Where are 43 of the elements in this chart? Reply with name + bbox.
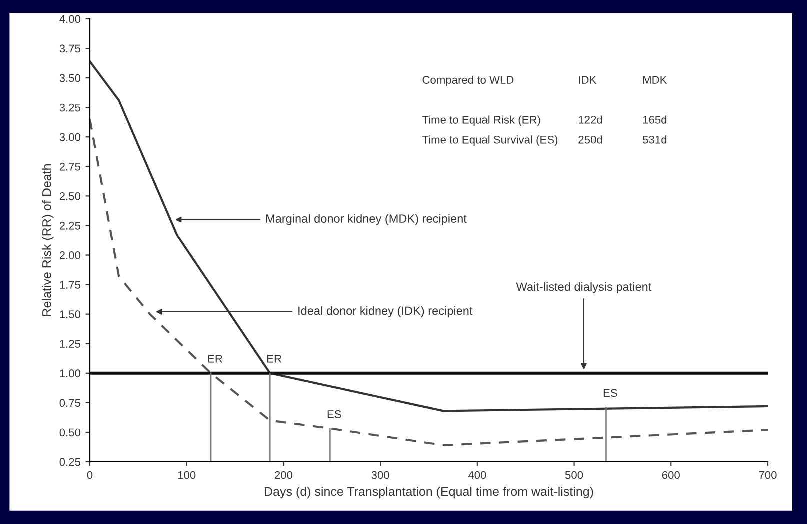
y-tick-label: 1.25 bbox=[60, 340, 81, 348]
x-tick-label: 300 bbox=[372, 471, 390, 480]
annotation: Wait-listed dialysis patient bbox=[516, 282, 652, 294]
x-tick-label: 500 bbox=[565, 471, 584, 480]
y-tick-label: 4.00 bbox=[60, 15, 81, 24]
y-tick-label: 1.00 bbox=[60, 370, 81, 378]
y-tick-label: 3.50 bbox=[60, 74, 81, 82]
y-tick-label: 3.25 bbox=[60, 104, 81, 112]
annotation: Time to Equal Survival (ES) bbox=[422, 136, 558, 146]
y-tick-label: 0.50 bbox=[60, 428, 81, 437]
y-tick-label: 1.50 bbox=[60, 310, 81, 318]
annotation: 250d bbox=[578, 136, 602, 144]
y-tick-label: 1.75 bbox=[60, 281, 81, 289]
annotation: 122d bbox=[579, 116, 602, 124]
y-tick-label: 0.75 bbox=[60, 399, 81, 408]
y-tick-label: 0.25 bbox=[60, 458, 81, 466]
x-tick-label: 200 bbox=[275, 471, 293, 480]
x-tick-label: 600 bbox=[662, 471, 680, 480]
y-tick-label: 3.00 bbox=[60, 133, 81, 142]
y-tick-label: 2.25 bbox=[60, 222, 81, 230]
annotation: Ideal donor kidney (IDK) recipient bbox=[298, 306, 473, 318]
y-tick-label: 2.50 bbox=[60, 192, 81, 200]
annotation: 165d bbox=[643, 116, 667, 124]
x-axis-title: Days (d) since Transplantation (Equal time from wait-listing) bbox=[265, 486, 594, 499]
line-series bbox=[90, 60, 768, 412]
annotation: IDK bbox=[579, 76, 597, 84]
annotation: Time to Equal Risk (ER) bbox=[422, 116, 540, 126]
annotation: ER bbox=[268, 355, 282, 363]
x-tick-label: 0 bbox=[87, 471, 93, 480]
annotation: ES bbox=[328, 410, 342, 418]
annotation: Compared to WLD bbox=[422, 76, 514, 86]
y-tick-label: 2.00 bbox=[60, 252, 81, 260]
annotation: MDK bbox=[643, 76, 668, 84]
y-tick-label: 2.75 bbox=[60, 162, 81, 171]
x-tick-label: 700 bbox=[759, 471, 777, 480]
x-tick-label: 400 bbox=[468, 471, 486, 480]
annotation: 531d bbox=[643, 136, 667, 144]
y-axis-title: Relative Risk (RR) of Death bbox=[42, 164, 54, 316]
annotation: ES bbox=[604, 389, 618, 398]
y-tick-label: 3.75 bbox=[60, 44, 81, 53]
annotation: Marginal donor kidney (MDK) recipient bbox=[266, 214, 467, 226]
annotation: ER bbox=[208, 355, 222, 363]
x-tick-label: 100 bbox=[178, 471, 196, 480]
